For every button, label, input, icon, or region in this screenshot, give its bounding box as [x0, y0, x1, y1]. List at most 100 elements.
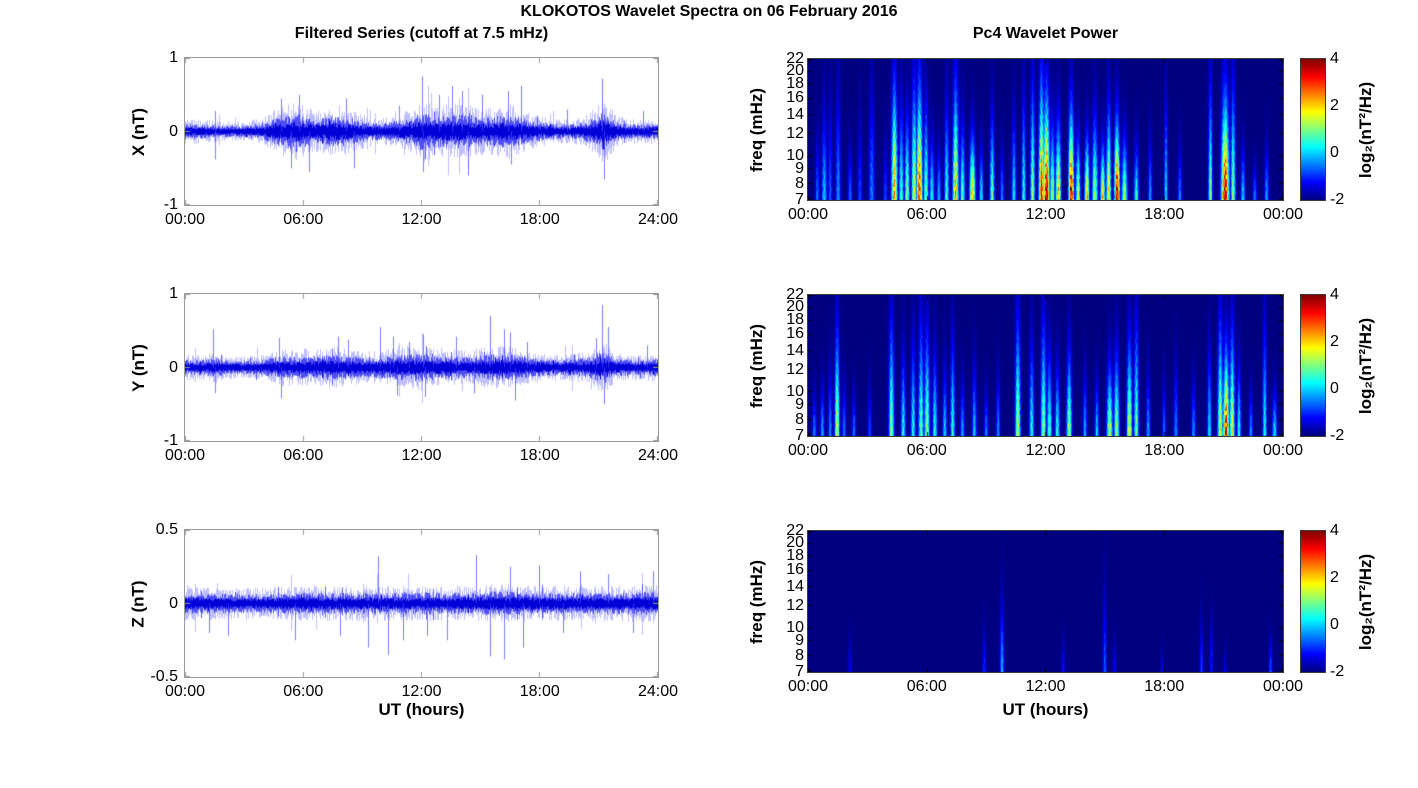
x-tick-label: 06:00 [283, 447, 324, 464]
freq-tick-label: 22 [786, 522, 804, 539]
right-column-title: Pc4 Wavelet Power [972, 25, 1119, 42]
x-wavelet-colorbar-label: log₂(nT²/Hz) [1349, 59, 1383, 200]
z-wavelet-canvas [808, 531, 1283, 672]
x-series-canvas [185, 58, 658, 205]
z-wavelet-plot-frame [807, 530, 1284, 673]
x-tick-label: 00:00 [787, 678, 829, 695]
x-tick-label: 00:00 [164, 683, 206, 700]
x-tick-label: 00:00 [164, 211, 206, 228]
left-column-title: Filtered Series (cutoff at 7.5 mHz) [294, 25, 549, 42]
z-wavelet-colorbar-label: log₂(nT²/Hz) [1349, 531, 1383, 672]
colorbar-tick-label: -2 [1330, 663, 1345, 680]
freq-tick-label: 9 [795, 632, 804, 650]
y-tick-label: -1 [163, 196, 178, 213]
x-wavelet-plot-frame [807, 58, 1284, 201]
x-wavelet-colorbar-canvas [1301, 59, 1325, 200]
freq-tick-label: 14 [786, 105, 804, 123]
x-wavelet-colorbar-frame [1300, 58, 1326, 201]
colorbar-tick-label: 0 [1330, 144, 1339, 161]
y-wavelet-canvas [808, 295, 1283, 436]
x-tick-label: 00:00 [787, 206, 829, 223]
x-tick-label: 12:00 [1025, 678, 1066, 695]
freq-tick-label: 18 [786, 74, 804, 92]
z-wavelet-colorbar-label-text: log₂(nT²/Hz) [1356, 553, 1375, 650]
colorbar-tick-label: 2 [1330, 569, 1339, 586]
x-axis-label-right: UT (hours) [1002, 700, 1089, 719]
freq-tick-label: 18 [786, 310, 804, 328]
freq-tick-label: 8 [795, 174, 804, 192]
x-tick-label: 12:00 [401, 211, 442, 228]
x-tick-label: 18:00 [519, 683, 560, 700]
z-series-plot-frame [184, 529, 659, 678]
freq-tick-label: 12 [786, 124, 804, 142]
y-tick-label: 0.5 [155, 521, 178, 538]
colorbar-tick-label: -2 [1330, 427, 1345, 444]
x-tick-label: 06:00 [283, 683, 324, 700]
freq-tick-label: 22 [786, 50, 804, 67]
x-tick-label: 00:00 [164, 447, 206, 464]
x-axis-label-left: UT (hours) [378, 700, 465, 719]
colorbar-tick-label: 0 [1330, 616, 1339, 633]
freq-tick-label: 20 [786, 61, 804, 79]
z-series-canvas [185, 530, 658, 677]
freq-tick-label: 16 [786, 325, 804, 343]
freq-tick-label: 12 [786, 596, 804, 614]
freq-tick-label: 7 [795, 663, 804, 680]
x-tick-label: 00:00 [1262, 206, 1304, 223]
colorbar-tick-label: 2 [1330, 333, 1339, 350]
x-tick-label: 18:00 [519, 211, 560, 228]
x-tick-label: 12:00 [401, 447, 442, 464]
y-tick-label: 0 [169, 594, 178, 612]
freq-tick-label: 10 [786, 619, 804, 637]
x-tick-label: 12:00 [1025, 206, 1066, 223]
y-series-canvas [185, 294, 658, 441]
freq-tick-label: 20 [786, 533, 804, 551]
x-tick-label: 00:00 [787, 442, 829, 459]
x-tick-label: 06:00 [906, 206, 947, 223]
y-series-plot-frame [184, 293, 659, 442]
y-wavelet-plot-frame [807, 294, 1284, 437]
y-tick-label: -1 [163, 432, 178, 449]
colorbar-tick-label: 0 [1330, 380, 1339, 397]
freq-tick-label: 16 [786, 89, 804, 107]
x-tick-label: 00:00 [1262, 678, 1304, 695]
freq-tick-label: 8 [795, 646, 804, 664]
y-tick-label: 1 [169, 285, 178, 302]
x-wavelet-canvas [808, 59, 1283, 200]
colorbar-tick-label: 4 [1330, 286, 1339, 303]
freq-tick-label: 9 [795, 396, 804, 414]
x-series-plot-frame [184, 57, 659, 206]
freq-tick-label: 10 [786, 147, 804, 165]
x-wavelet-colorbar-label-text: log₂(nT²/Hz) [1356, 81, 1375, 178]
y-wavelet-colorbar-frame [1300, 294, 1326, 437]
colorbar-tick-label: 4 [1330, 522, 1339, 539]
x-tick-label: 12:00 [401, 683, 442, 700]
y-tick-label: 0 [169, 122, 178, 140]
freq-tick-label: 18 [786, 546, 804, 564]
y-tick-label: 1 [169, 49, 178, 66]
figure-title: KLOKOTOS Wavelet Spectra on 06 February … [520, 3, 898, 20]
freq-tick-label: 22 [786, 286, 804, 303]
x-tick-label: 06:00 [283, 211, 324, 228]
x-tick-label: 18:00 [1144, 678, 1185, 695]
x-tick-label: 24:00 [637, 683, 679, 700]
x-tick-label: 18:00 [1144, 442, 1185, 459]
x-tick-label: 12:00 [1025, 442, 1066, 459]
x-tick-label: 06:00 [906, 442, 947, 459]
colorbar-tick-label: 4 [1330, 50, 1339, 67]
freq-tick-label: 7 [795, 191, 804, 208]
y-wavelet-colorbar-label-text: log₂(nT²/Hz) [1356, 317, 1375, 414]
x-tick-label: 18:00 [1144, 206, 1185, 223]
freq-tick-label: 7 [795, 427, 804, 444]
z-wavelet-colorbar-frame [1300, 530, 1326, 673]
x-tick-label: 00:00 [1262, 442, 1304, 459]
y-wavelet-colorbar-canvas [1301, 295, 1325, 436]
freq-tick-label: 8 [795, 410, 804, 428]
freq-tick-label: 12 [786, 360, 804, 378]
y-wavelet-colorbar-label: log₂(nT²/Hz) [1349, 295, 1383, 436]
freq-tick-label: 10 [786, 383, 804, 401]
freq-tick-label: 20 [786, 297, 804, 315]
freq-tick-label: 16 [786, 561, 804, 579]
freq-tick-label: 9 [795, 160, 804, 178]
freq-tick-label: 14 [786, 577, 804, 595]
